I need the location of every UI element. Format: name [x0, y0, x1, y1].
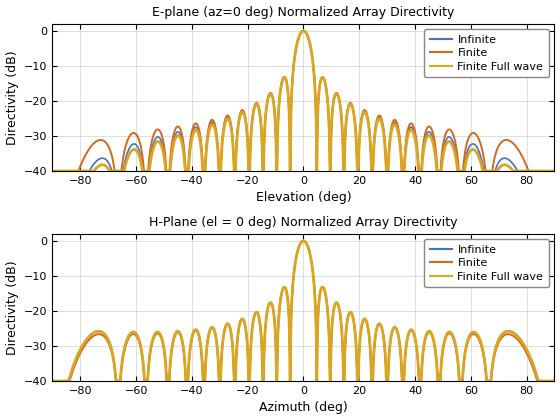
X-axis label: Azimuth (deg): Azimuth (deg) [259, 402, 348, 415]
Infinite [502, 156, 508, 161]
Finite Full wave [396, 139, 403, 144]
Finite Full wave [49, 378, 56, 383]
Finite [551, 168, 558, 173]
Finite Full wave [300, 239, 307, 244]
Line: Finite Full wave: Finite Full wave [53, 241, 554, 381]
Finite [502, 332, 508, 337]
Finite Full wave [502, 329, 508, 334]
Finite Full wave [515, 168, 521, 173]
Line: Finite: Finite [53, 241, 554, 381]
Finite Full wave [515, 334, 521, 339]
Finite [300, 239, 307, 244]
Infinite [551, 168, 558, 173]
Y-axis label: Directivity (dB): Directivity (dB) [6, 260, 18, 355]
Infinite [147, 346, 154, 351]
Finite Full wave [551, 168, 558, 173]
Finite Full wave [49, 168, 56, 173]
Infinite [396, 137, 403, 142]
Finite Full wave [551, 378, 558, 383]
Finite [518, 153, 525, 158]
Finite [147, 347, 154, 352]
Infinite [515, 334, 521, 339]
Infinite [49, 168, 56, 173]
Finite [515, 338, 521, 343]
Line: Finite: Finite [53, 31, 554, 171]
Infinite [518, 168, 525, 173]
Infinite [291, 53, 298, 58]
Finite [291, 53, 298, 58]
Infinite [502, 329, 508, 334]
Legend: Infinite, Finite, Finite Full wave: Infinite, Finite, Finite Full wave [424, 29, 549, 77]
Finite [396, 342, 403, 347]
Y-axis label: Directivity (dB): Directivity (dB) [6, 50, 18, 145]
Finite Full wave [147, 346, 154, 351]
Infinite [147, 152, 154, 158]
Finite Full wave [291, 263, 298, 268]
Line: Finite Full wave: Finite Full wave [53, 31, 554, 171]
Infinite [291, 263, 298, 268]
Infinite [515, 168, 521, 173]
Infinite [300, 239, 307, 244]
Line: Infinite: Infinite [53, 241, 554, 381]
Finite [518, 342, 525, 347]
Finite [551, 378, 558, 383]
Infinite [551, 378, 558, 383]
Title: E-plane (az=0 deg) Normalized Array Directivity: E-plane (az=0 deg) Normalized Array Dire… [152, 5, 455, 18]
Finite Full wave [147, 158, 154, 163]
Finite [515, 147, 521, 152]
Finite [502, 137, 508, 142]
Line: Infinite: Infinite [53, 31, 554, 171]
Finite [300, 29, 307, 34]
Finite Full wave [502, 163, 508, 168]
Infinite [49, 378, 56, 383]
Finite [291, 263, 298, 268]
Finite [49, 378, 56, 383]
X-axis label: Elevation (deg): Elevation (deg) [256, 192, 351, 205]
Title: H-Plane (el = 0 deg) Normalized Array Directivity: H-Plane (el = 0 deg) Normalized Array Di… [149, 215, 458, 228]
Finite Full wave [518, 168, 525, 173]
Finite [147, 144, 154, 149]
Finite Full wave [518, 339, 525, 344]
Finite Full wave [291, 53, 298, 58]
Infinite [518, 339, 525, 344]
Legend: Infinite, Finite, Finite Full wave: Infinite, Finite, Finite Full wave [424, 239, 549, 287]
Finite [396, 134, 403, 139]
Finite [49, 168, 56, 173]
Finite Full wave [396, 341, 403, 346]
Finite Full wave [300, 29, 307, 34]
Infinite [396, 341, 403, 346]
Infinite [300, 29, 307, 34]
